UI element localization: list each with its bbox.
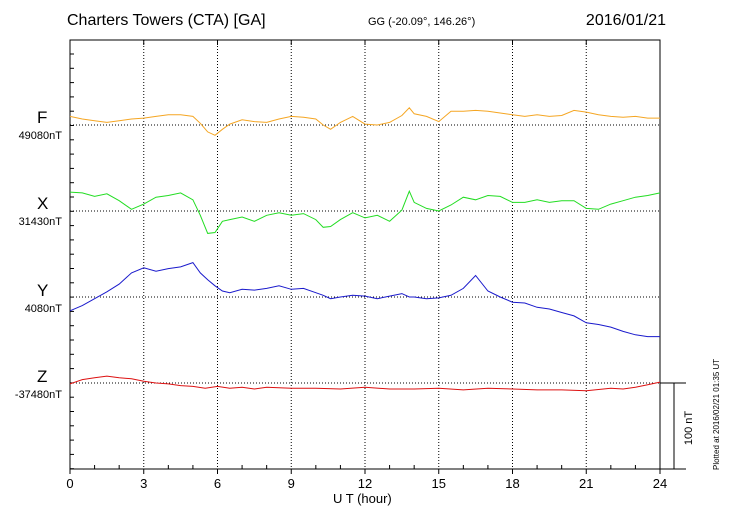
x-tick-label: 3 <box>140 476 147 491</box>
x-tick-label: 15 <box>432 476 446 491</box>
x-tick-label: 0 <box>66 476 73 491</box>
series-line-f <box>69 107 660 136</box>
x-tick-label: 12 <box>358 476 372 491</box>
plotted-timestamp: Plotted at 2016/02/21 01:35 UT <box>712 358 721 470</box>
x-tick-label: 18 <box>505 476 519 491</box>
x-axis-label: U T (hour) <box>333 491 392 506</box>
series-line-z <box>69 375 661 392</box>
chart-date: 2016/01/21 <box>585 12 666 29</box>
series-line-x <box>69 189 661 234</box>
baseline-label-z: -37480nT <box>14 389 62 401</box>
series-label-x: X <box>37 194 49 213</box>
scale-bar-label: 100 nT <box>683 411 695 446</box>
x-tick-label: 9 <box>288 476 295 491</box>
station-coordinates: GG (-20.09°, 146.26°) <box>368 16 476 28</box>
baseline-label-f: 49080nT <box>18 130 62 142</box>
series-label-f: F <box>37 108 48 127</box>
baseline-label-x: 31430nT <box>18 216 62 228</box>
series-line-y <box>69 262 660 338</box>
series-label-y: Y <box>37 281 49 300</box>
x-tick-label: 6 <box>214 476 221 491</box>
x-tick-label: 21 <box>579 476 593 491</box>
chart-title: Charters Towers (CTA) [GA] <box>67 12 266 29</box>
plot-frame <box>69 39 661 470</box>
baseline-label-y: 4080nT <box>24 303 62 315</box>
series-label-z: Z <box>37 367 48 386</box>
x-tick-label: 24 <box>653 476 667 491</box>
